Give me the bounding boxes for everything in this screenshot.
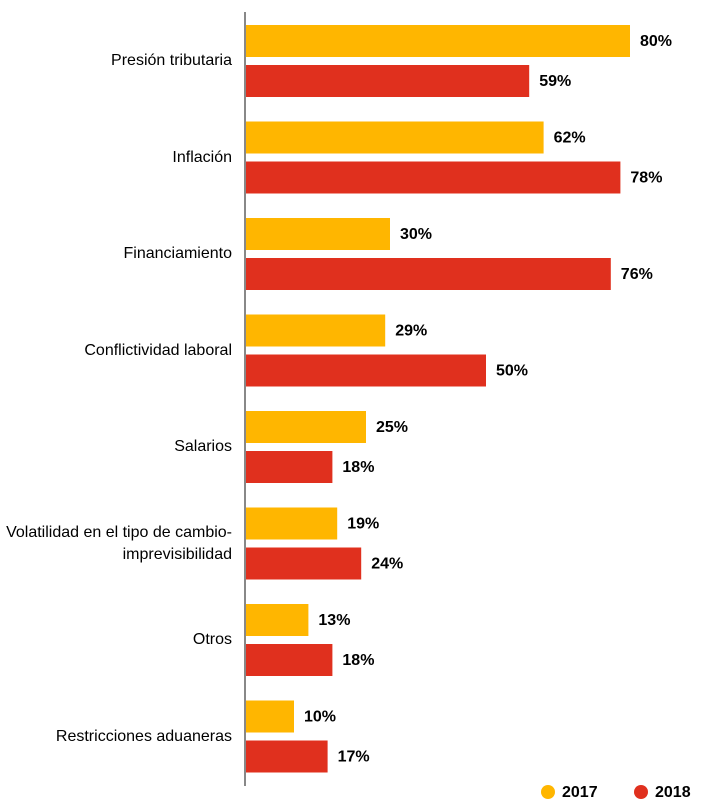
value-label: 24% (371, 556, 403, 573)
value-label: 76% (621, 266, 653, 283)
value-label: 78% (630, 170, 662, 187)
category-label: Salarios (174, 438, 232, 455)
value-label: 25% (376, 419, 408, 436)
bar (246, 451, 333, 483)
value-label: 19% (347, 516, 379, 533)
category-label: Restricciones aduaneras (55, 727, 232, 745)
category-label: Inflación (172, 148, 232, 166)
value-label: 59% (539, 73, 571, 90)
bar (246, 740, 328, 773)
category-label: Presión tributaria (111, 52, 232, 69)
category-label: Financiamiento (123, 245, 233, 262)
bar (246, 700, 294, 733)
value-label: 80% (640, 33, 672, 50)
value-label: 10% (304, 709, 336, 726)
category-label: Otros (192, 631, 232, 648)
value-label: 62% (554, 130, 586, 147)
bar (246, 161, 621, 194)
bar (246, 604, 309, 636)
bar (246, 547, 362, 580)
value-label: 18% (342, 652, 374, 669)
bar (246, 65, 530, 97)
bar (246, 121, 544, 154)
bar (246, 644, 333, 676)
legend-marker (634, 785, 648, 799)
value-label: 18% (342, 459, 374, 476)
bar (246, 411, 366, 443)
value-label: 30% (400, 226, 432, 243)
category-label: Conflictividad laboral (84, 341, 232, 359)
bar (246, 218, 390, 250)
bar (246, 314, 386, 347)
value-label: 13% (318, 612, 350, 629)
bar (246, 507, 338, 540)
value-label: 17% (338, 749, 370, 766)
legend-marker (541, 785, 555, 799)
value-label: 50% (496, 363, 528, 380)
category-label: Volatilidad en el tipo de cambio-imprevi… (6, 523, 232, 563)
legend-label: 2018 (655, 784, 691, 800)
bar (246, 354, 486, 387)
legend-label: 2017 (562, 784, 598, 800)
value-label: 29% (395, 323, 427, 340)
bar (246, 25, 630, 57)
bar (246, 258, 611, 290)
